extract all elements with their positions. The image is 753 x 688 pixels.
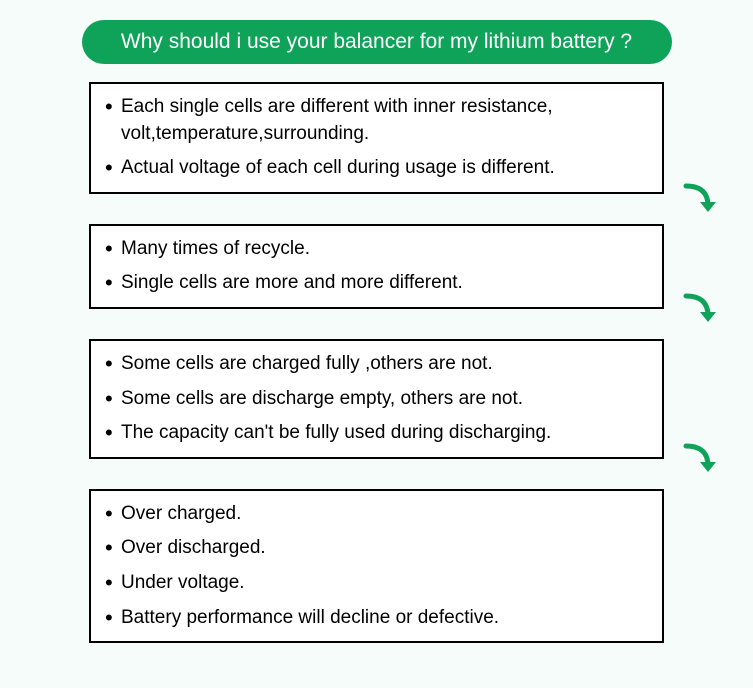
curved-arrow-icon bbox=[678, 180, 718, 220]
header-title: Why should i use your balancer for my li… bbox=[121, 30, 632, 53]
step-box-4: Over charged. Over discharged. Under vol… bbox=[89, 489, 664, 643]
list-item: Actual voltage of each cell during usage… bbox=[105, 151, 652, 186]
list-item: Battery performance will decline or defe… bbox=[105, 601, 652, 636]
list-item: The capacity can't be fully used during … bbox=[105, 416, 652, 451]
list-item: Over charged. bbox=[105, 497, 652, 532]
step-box-3: Some cells are charged fully ,others are… bbox=[89, 339, 664, 459]
list-item: Each single cells are different with inn… bbox=[105, 90, 652, 151]
list-item: Under voltage. bbox=[105, 566, 652, 601]
list-item: Many times of recycle. bbox=[105, 232, 652, 267]
list-item: Some cells are charged fully ,others are… bbox=[105, 347, 652, 382]
list-item: Single cells are more and more different… bbox=[105, 266, 652, 301]
step-box-2: Many times of recycle. Single cells are … bbox=[89, 224, 664, 309]
step-box-1: Each single cells are different with inn… bbox=[89, 82, 664, 194]
curved-arrow-icon bbox=[678, 440, 718, 480]
header-pill: Why should i use your balancer for my li… bbox=[82, 20, 672, 64]
curved-arrow-icon bbox=[678, 290, 718, 330]
list-item: Some cells are discharge empty, others a… bbox=[105, 382, 652, 417]
list-item: Over discharged. bbox=[105, 531, 652, 566]
